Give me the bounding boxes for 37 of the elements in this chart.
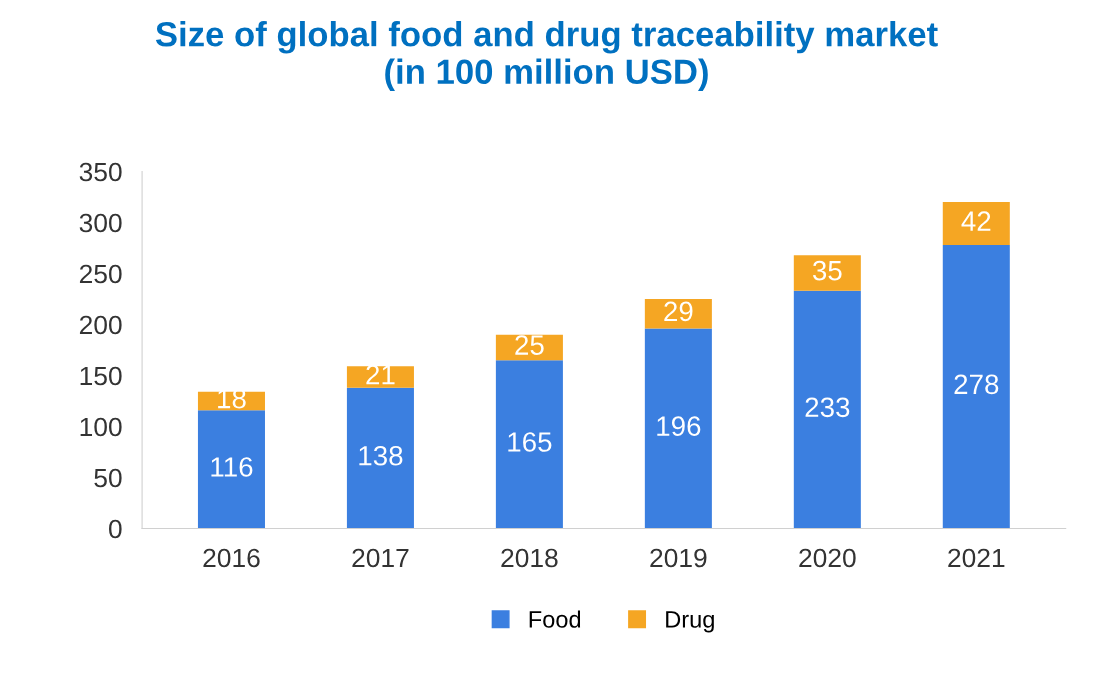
data-label: 138 bbox=[359, 445, 403, 466]
legend-label: Drug bbox=[666, 611, 714, 633]
data-label: 35 bbox=[812, 260, 842, 281]
bar bbox=[942, 202, 1010, 245]
y-tick-label: 350 bbox=[79, 162, 122, 182]
data-label: 165 bbox=[508, 432, 552, 452]
bar bbox=[644, 328, 712, 529]
bar bbox=[495, 360, 563, 529]
data-label: 196 bbox=[657, 416, 701, 436]
data-label: 233 bbox=[805, 397, 850, 418]
data-label: 278 bbox=[954, 374, 999, 395]
bar bbox=[793, 255, 861, 291]
bar bbox=[346, 387, 414, 529]
y-tick-label: 50 bbox=[94, 468, 122, 488]
data-label: 29 bbox=[664, 301, 693, 322]
data-label: 116 bbox=[211, 457, 253, 477]
x-tick-label: 2021 bbox=[948, 548, 1005, 568]
y-tick-label: 100 bbox=[80, 417, 122, 437]
legend-label: Food bbox=[529, 610, 581, 628]
x-tick-label: 2020 bbox=[799, 548, 856, 568]
data-label: 42 bbox=[961, 211, 991, 231]
bar bbox=[197, 410, 265, 529]
y-tick-label: 300 bbox=[79, 213, 122, 233]
y-tick-label: 200 bbox=[79, 315, 122, 335]
x-tick-label: 2017 bbox=[352, 548, 409, 568]
x-tick-label: 2018 bbox=[501, 548, 558, 568]
chart-title: Size of global food and drug traceability market (in 100 million USD) bbox=[155, 21, 938, 91]
x-tick-label: 2016 bbox=[203, 548, 260, 568]
bar bbox=[346, 366, 414, 388]
y-tick-label: 150 bbox=[80, 366, 122, 386]
x-tick-label: 2019 bbox=[650, 548, 707, 568]
y-tick-label: 0 bbox=[109, 519, 122, 539]
bar bbox=[793, 290, 861, 529]
bar bbox=[644, 299, 712, 329]
y-tick-label: 250 bbox=[79, 264, 122, 284]
bar bbox=[942, 244, 1010, 529]
data-label: 25 bbox=[515, 335, 544, 355]
